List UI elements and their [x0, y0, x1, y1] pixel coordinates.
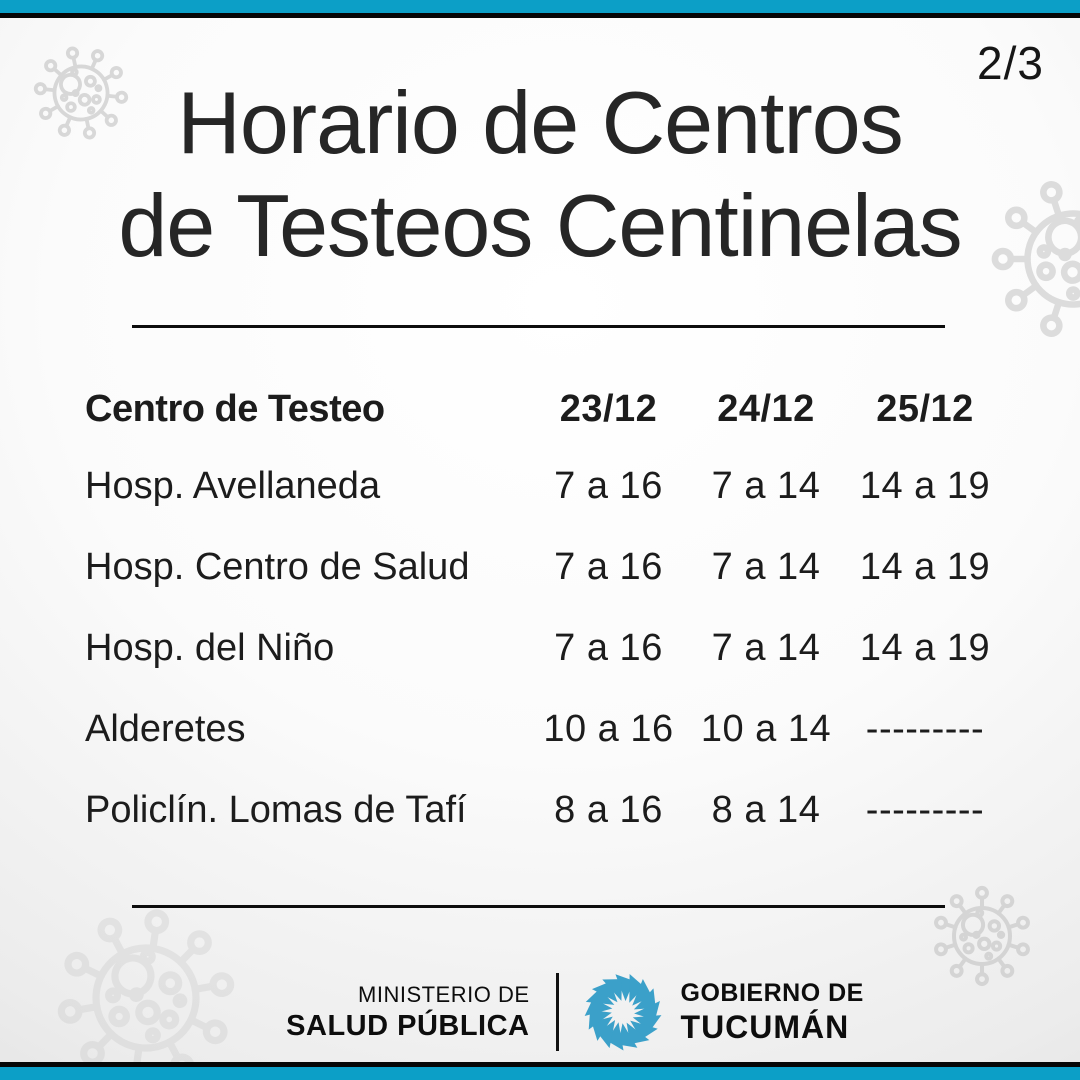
table-row-time: 7 a 14	[711, 627, 821, 669]
table-row-time: 7 a 16	[554, 465, 663, 507]
table-row-center-name: Hosp. Avellaneda	[85, 465, 381, 507]
government-wordmark: GOBIERNO DE TUCUMÁN	[681, 979, 864, 1046]
column-header-date-3: 25/12	[876, 387, 974, 430]
bottom-accent-bar	[0, 1067, 1080, 1080]
ministry-line-2: SALUD PÚBLICA	[286, 1009, 530, 1042]
table-row-center-name: Hosp. Centro de Salud	[85, 546, 470, 588]
table-row-time: 7 a 16	[554, 627, 663, 669]
page-indicator: 2/3	[977, 37, 1044, 89]
table-row-time: 8 a 16	[554, 789, 663, 831]
table-row-center-name: Policlín. Lomas de Tafí	[85, 789, 467, 831]
column-header-date-2: 24/12	[717, 387, 815, 430]
footer-logos: MINISTERIO DE SALUD PÚBLICA GOBIERNO DE …	[0, 962, 1080, 1062]
table-row-time: 8 a 14	[711, 789, 821, 831]
ministry-line-1: MINISTERIO DE	[358, 981, 530, 1007]
table-row-time: 10 a 16	[543, 708, 674, 750]
tucuman-pinwheel-logo-icon	[584, 974, 661, 1051]
bottom-black-bar	[0, 1062, 1080, 1067]
table-row-center-name: Alderetes	[85, 708, 246, 750]
table-row-center-name: Hosp. del Niño	[85, 627, 335, 669]
schedule-table: Centro de Testeo 23/12 24/12 25/12 Hosp.…	[85, 372, 1005, 851]
table-row-time: 7 a 14	[711, 546, 821, 588]
title-line-1: Horario de Centros	[177, 73, 903, 172]
column-header-center: Centro de Testeo	[85, 387, 385, 430]
footer-divider	[132, 905, 945, 908]
footer-vertical-divider	[555, 973, 559, 1051]
title-divider	[132, 325, 945, 328]
government-line-1: GOBIERNO DE	[680, 978, 864, 1007]
column-header-date-1: 23/12	[559, 387, 658, 430]
table-row-time: 14 a 19	[859, 546, 991, 588]
table-row-time: ---------	[865, 708, 985, 750]
title-line-2: de Testeos Centinelas	[118, 175, 962, 275]
table-row-time: 14 a 19	[859, 465, 991, 507]
government-line-2: TUCUMÁN	[680, 1008, 850, 1045]
table-row-time: 14 a 19	[859, 627, 991, 669]
page-title: Horario de Centros de Testeos Centinelas	[0, 72, 1080, 278]
top-accent-bar	[0, 0, 1080, 13]
top-black-bar	[0, 13, 1080, 18]
ministry-wordmark: MINISTERIO DE SALUD PÚBLICA	[286, 982, 529, 1043]
table-row-time: ---------	[865, 789, 985, 831]
table-row-time: 10 a 14	[700, 708, 832, 750]
table-row-time: 7 a 14	[711, 465, 821, 507]
table-row-time: 7 a 16	[554, 546, 663, 588]
